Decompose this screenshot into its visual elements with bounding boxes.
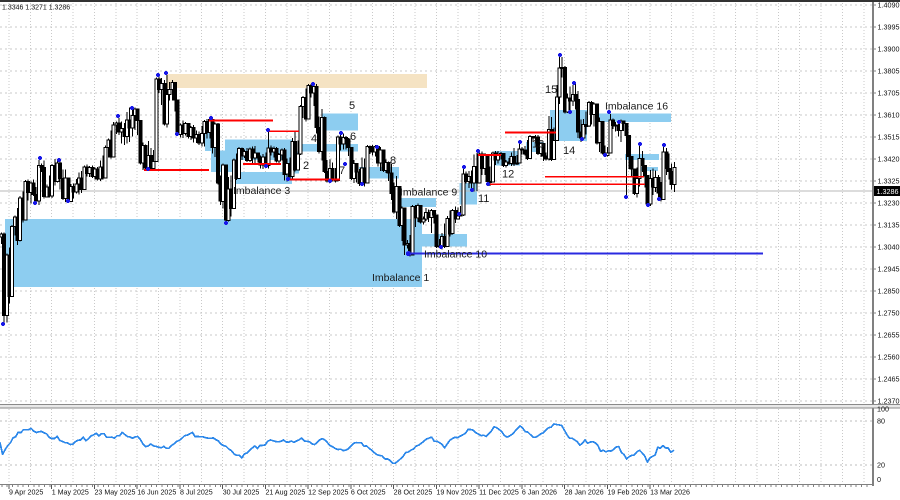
svg-text:2: 2	[303, 160, 309, 172]
svg-text:1.3610: 1.3610	[878, 111, 900, 120]
svg-text:28 Jan 2026: 28 Jan 2026	[565, 489, 604, 497]
svg-text:0: 0	[877, 475, 881, 484]
svg-text:15: 15	[545, 84, 557, 96]
svg-text:100: 100	[877, 405, 889, 414]
svg-text:1.4090: 1.4090	[878, 1, 900, 10]
svg-text:1.3135: 1.3135	[878, 221, 900, 230]
svg-text:6 Oct 2025: 6 Oct 2025	[351, 489, 386, 497]
svg-text:1.3515: 1.3515	[878, 133, 900, 142]
svg-text:6: 6	[350, 131, 356, 143]
svg-text:1.3040: 1.3040	[878, 243, 900, 252]
svg-text:1.2370: 1.2370	[878, 397, 900, 406]
svg-text:21 Aug 2025: 21 Aug 2025	[265, 489, 305, 497]
svg-text:19 Feb 2026: 19 Feb 2026	[607, 489, 647, 497]
svg-text:8 Jul 2025: 8 Jul 2025	[180, 489, 213, 497]
svg-text:9 Apr 2025: 9 Apr 2025	[9, 489, 43, 497]
svg-text:1.3420: 1.3420	[878, 155, 900, 164]
svg-text:Imbalance 16: Imbalance 16	[605, 101, 668, 113]
svg-text:1.2850: 1.2850	[878, 287, 900, 296]
svg-text:23 May 2025: 23 May 2025	[94, 489, 135, 497]
svg-text:20: 20	[877, 461, 885, 470]
svg-text:12: 12	[502, 169, 514, 181]
svg-text:1.3346 1.3271 1.3286: 1.3346 1.3271 1.3286	[2, 5, 70, 12]
svg-text:Imbalance 10: Imbalance 10	[424, 249, 487, 261]
svg-text:1.3705: 1.3705	[878, 89, 900, 98]
svg-text:Imbalance 3: Imbalance 3	[233, 185, 290, 197]
svg-text:30 Jul 2025: 30 Jul 2025	[223, 489, 260, 497]
svg-text:5: 5	[349, 100, 355, 112]
svg-text:1.2945: 1.2945	[878, 265, 900, 274]
svg-text:19 Nov 2025: 19 Nov 2025	[436, 489, 476, 497]
svg-text:Imbalance 9: Imbalance 9	[400, 187, 457, 199]
svg-text:16 Jun 2025: 16 Jun 2025	[137, 489, 176, 497]
svg-text:1.3286: 1.3286	[877, 187, 899, 196]
svg-text:6 Jan 2026: 6 Jan 2026	[522, 489, 557, 497]
svg-text:1.3900: 1.3900	[878, 45, 900, 54]
svg-text:1.3230: 1.3230	[878, 199, 900, 208]
svg-text:Imbalance 1: Imbalance 1	[372, 272, 429, 284]
svg-text:1.2750: 1.2750	[878, 309, 900, 318]
svg-text:7: 7	[339, 165, 345, 177]
svg-text:1.3805: 1.3805	[878, 67, 900, 76]
svg-text:14: 14	[563, 145, 575, 157]
svg-text:11: 11	[478, 193, 489, 205]
svg-text:1.3995: 1.3995	[878, 23, 900, 32]
svg-text:80: 80	[877, 417, 885, 426]
svg-text:1.2465: 1.2465	[878, 375, 900, 384]
svg-text:1.3325: 1.3325	[878, 177, 900, 186]
svg-text:4: 4	[311, 133, 317, 145]
svg-text:28 Oct 2025: 28 Oct 2025	[394, 489, 433, 497]
svg-text:1.2655: 1.2655	[878, 331, 900, 340]
svg-text:12 Sep 2025: 12 Sep 2025	[308, 489, 348, 497]
svg-text:8: 8	[390, 155, 396, 167]
svg-text:13: 13	[532, 139, 544, 151]
svg-text:1 May 2025: 1 May 2025	[52, 489, 89, 497]
svg-text:11 Dec 2025: 11 Dec 2025	[479, 489, 519, 497]
svg-text:13 Mar 2026: 13 Mar 2026	[650, 489, 690, 497]
svg-text:1.2560: 1.2560	[878, 353, 900, 362]
